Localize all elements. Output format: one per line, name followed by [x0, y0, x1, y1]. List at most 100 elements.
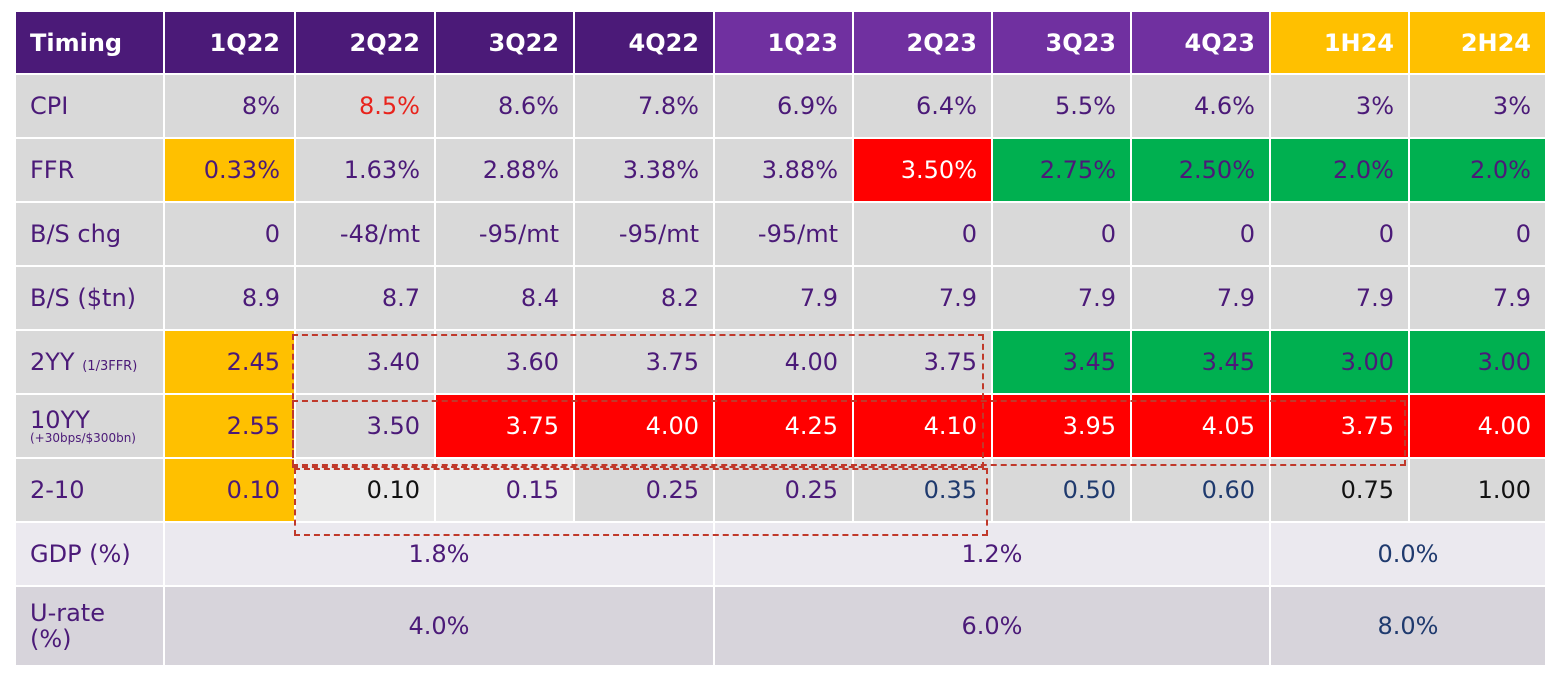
period-1q23: 1Q23 — [715, 12, 852, 73]
10yy-cell: 3.95 — [993, 395, 1130, 457]
10yy-cell: 4.25 — [715, 395, 852, 457]
2yy-cell: 3.75 — [854, 331, 991, 393]
row-label-urate: U-rate (%) — [16, 587, 163, 665]
bs-tn-cell: 7.9 — [1410, 267, 1545, 329]
header-row: Timing 1Q22 2Q22 3Q22 4Q22 1Q23 2Q23 3Q2… — [16, 12, 1545, 73]
period-4q22: 4Q22 — [575, 12, 713, 73]
ffr-cell: 2.0% — [1410, 139, 1545, 201]
cpi-cell: 8.6% — [436, 75, 573, 137]
bs-chg-cell: -48/mt — [296, 203, 434, 265]
row-label-2yy: 2YY (1/3FFR) — [16, 331, 163, 393]
header-label: Timing — [16, 12, 163, 73]
bs-tn-cell: 7.9 — [993, 267, 1130, 329]
period-2h24: 2H24 — [1410, 12, 1545, 73]
period-4q23: 4Q23 — [1132, 12, 1269, 73]
bs-tn-cell: 7.9 — [1271, 267, 1408, 329]
10yy-cell: 4.00 — [575, 395, 713, 457]
2-10-cell: 0.10 — [165, 459, 294, 521]
urate-2022-cell: 4.0% — [165, 587, 713, 665]
row-label-2-10: 2-10 — [16, 459, 163, 521]
cpi-cell: 8% — [165, 75, 294, 137]
row-label-bs-tn: B/S ($tn) — [16, 267, 163, 329]
bs-chg-cell: 0 — [1271, 203, 1408, 265]
bs-chg-cell: -95/mt — [715, 203, 852, 265]
ffr-row: FFR 0.33% 1.63% 2.88% 3.38% 3.88% 3.50% … — [16, 139, 1545, 201]
2-10-cell: 0.35 — [854, 459, 991, 521]
period-2q23: 2Q23 — [854, 12, 991, 73]
10yy-cell: 3.75 — [436, 395, 573, 457]
row-label-ffr: FFR — [16, 139, 163, 201]
row-label-gdp: GDP (%) — [16, 523, 163, 585]
2yy-row: 2YY (1/3FFR) 2.45 3.40 3.60 3.75 4.00 3.… — [16, 331, 1545, 393]
bs-tn-cell: 8.2 — [575, 267, 713, 329]
cpi-cell: 6.4% — [854, 75, 991, 137]
ffr-cell: 2.88% — [436, 139, 573, 201]
bs-tn-row: B/S ($tn) 8.9 8.7 8.4 8.2 7.9 7.9 7.9 7.… — [16, 267, 1545, 329]
macro-forecast-table: Timing 1Q22 2Q22 3Q22 4Q22 1Q23 2Q23 3Q2… — [14, 10, 1547, 667]
row-label-10yy: 10YY (+30bps/$300bn) — [16, 395, 163, 457]
ffr-cell: 0.33% — [165, 139, 294, 201]
10yy-cell: 4.00 — [1410, 395, 1545, 457]
cpi-row: CPI 8% 8.5% 8.6% 7.8% 6.9% 6.4% 5.5% 4.6… — [16, 75, 1545, 137]
ffr-cell: 3.88% — [715, 139, 852, 201]
row-label-bs-chg: B/S chg — [16, 203, 163, 265]
row-label-10yy-text: 10YY — [30, 406, 90, 434]
2-10-cell: 0.25 — [715, 459, 852, 521]
2yy-cell: 2.45 — [165, 331, 294, 393]
bs-tn-cell: 7.9 — [1132, 267, 1269, 329]
10yy-cell: 3.50 — [296, 395, 434, 457]
bs-chg-cell: 0 — [1132, 203, 1269, 265]
2-10-cell: 1.00 — [1410, 459, 1545, 521]
gdp-2024-cell: 0.0% — [1271, 523, 1545, 585]
ffr-cell: 1.63% — [296, 139, 434, 201]
gdp-row: GDP (%) 1.8% 1.2% 0.0% — [16, 523, 1545, 585]
2yy-cell: 3.00 — [1271, 331, 1408, 393]
2-10-cell: 0.60 — [1132, 459, 1269, 521]
cpi-cell: 6.9% — [715, 75, 852, 137]
2-10-row: 2-10 0.10 0.10 0.15 0.25 0.25 0.35 0.50 … — [16, 459, 1545, 521]
urate-2024-cell: 8.0% — [1271, 587, 1545, 665]
2yy-cell: 3.75 — [575, 331, 713, 393]
10yy-cell: 4.05 — [1132, 395, 1269, 457]
cpi-cell: 8.5% — [296, 75, 434, 137]
row-label-urate-line2: (%) — [30, 625, 72, 653]
bs-chg-cell: 0 — [1410, 203, 1545, 265]
2yy-cell: 3.60 — [436, 331, 573, 393]
2-10-cell: 0.15 — [436, 459, 573, 521]
ffr-cell: 3.50% — [854, 139, 991, 201]
bs-tn-cell: 8.9 — [165, 267, 294, 329]
urate-2023-cell: 6.0% — [715, 587, 1269, 665]
bs-chg-cell: -95/mt — [575, 203, 713, 265]
10yy-cell: 2.55 — [165, 395, 294, 457]
period-1q22: 1Q22 — [165, 12, 294, 73]
cpi-cell: 3% — [1410, 75, 1545, 137]
bs-chg-cell: 0 — [993, 203, 1130, 265]
2yy-cell: 4.00 — [715, 331, 852, 393]
row-label-cpi: CPI — [16, 75, 163, 137]
2yy-cell: 3.00 — [1410, 331, 1545, 393]
row-note-2yy: (1/3FFR) — [82, 359, 138, 374]
bs-tn-cell: 8.4 — [436, 267, 573, 329]
cpi-cell: 5.5% — [993, 75, 1130, 137]
2yy-cell: 3.40 — [296, 331, 434, 393]
bs-chg-cell: 0 — [854, 203, 991, 265]
bs-chg-row: B/S chg 0 -48/mt -95/mt -95/mt -95/mt 0 … — [16, 203, 1545, 265]
row-label-urate-line1: U-rate — [30, 599, 105, 627]
2yy-cell: 3.45 — [993, 331, 1130, 393]
period-2q22: 2Q22 — [296, 12, 434, 73]
gdp-2022-cell: 1.8% — [165, 523, 713, 585]
bs-tn-cell: 8.7 — [296, 267, 434, 329]
10yy-cell: 3.75 — [1271, 395, 1408, 457]
ffr-cell: 3.38% — [575, 139, 713, 201]
ffr-cell: 2.0% — [1271, 139, 1408, 201]
period-3q22: 3Q22 — [436, 12, 573, 73]
row-label-2yy-text: 2YY — [30, 348, 75, 376]
ffr-cell: 2.75% — [993, 139, 1130, 201]
2yy-cell: 3.45 — [1132, 331, 1269, 393]
cpi-cell: 7.8% — [575, 75, 713, 137]
ffr-cell: 2.50% — [1132, 139, 1269, 201]
gdp-2023-cell: 1.2% — [715, 523, 1269, 585]
2-10-cell: 0.50 — [993, 459, 1130, 521]
2-10-cell: 0.10 — [296, 459, 434, 521]
2-10-cell: 0.25 — [575, 459, 713, 521]
